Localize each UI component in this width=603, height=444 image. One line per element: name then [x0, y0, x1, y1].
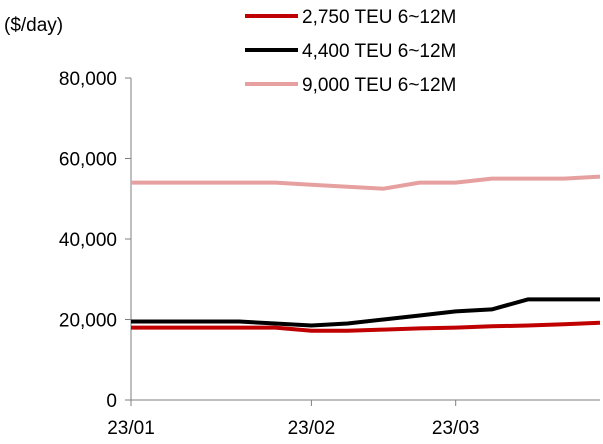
series-line-4400 [131, 297, 600, 328]
series-line-9000 [131, 174, 601, 191]
series-line-2750 [131, 320, 601, 333]
y-tick-label: 80,000 [59, 69, 117, 90]
y-tick-label: 60,000 [59, 150, 117, 171]
y-tick-label: 40,000 [59, 230, 117, 251]
legend-label-9000: 9,000 TEU 6~12M [302, 75, 456, 96]
x-tick-label: 23/02 [288, 418, 336, 439]
y-axis-ticks: 0 20,000 40,000 60,000 80,000 [59, 69, 131, 412]
series-lines [131, 174, 601, 333]
y-tick-label: 20,000 [59, 311, 117, 332]
legend-label-4400: 4,400 TEU 6~12M [302, 41, 456, 62]
legend-label-2750: 2,750 TEU 6~12M [302, 7, 456, 28]
x-axis-ticks: 23/01 23/02 23/03 [107, 400, 479, 439]
x-tick-label: 23/03 [432, 418, 480, 439]
y-axis-unit-label: ($/day) [4, 15, 63, 36]
y-tick-label: 0 [106, 391, 117, 412]
x-tick-label: 23/01 [107, 418, 155, 439]
legend: 2,750 TEU 6~12M 4,400 TEU 6~12M 9,000 TE… [245, 7, 456, 96]
